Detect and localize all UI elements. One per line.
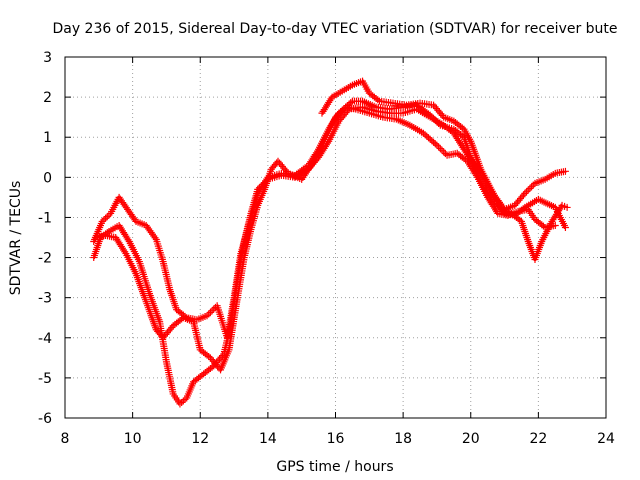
data-point bbox=[205, 310, 213, 318]
series-track-3 bbox=[91, 103, 559, 374]
data-point bbox=[100, 216, 108, 224]
y-tick-label: -2 bbox=[38, 251, 52, 267]
data-point bbox=[176, 400, 184, 408]
data-point bbox=[428, 113, 436, 121]
y-tick-label: -6 bbox=[38, 411, 52, 427]
data-point bbox=[206, 308, 214, 316]
data-point bbox=[181, 395, 189, 403]
data-point bbox=[561, 223, 569, 231]
data-point bbox=[430, 138, 438, 146]
data-point bbox=[333, 111, 341, 119]
data-point bbox=[424, 134, 432, 142]
data-point bbox=[338, 106, 346, 114]
x-tick-label: 22 bbox=[529, 431, 547, 447]
data-point bbox=[435, 120, 443, 128]
data-point bbox=[335, 110, 343, 118]
data-point bbox=[561, 167, 569, 175]
plot-frame bbox=[64, 56, 607, 419]
data-point bbox=[340, 105, 348, 113]
data-point bbox=[102, 214, 110, 222]
data-point bbox=[423, 132, 431, 140]
data-point bbox=[440, 148, 448, 156]
data-point bbox=[210, 305, 218, 313]
data-point bbox=[528, 183, 536, 191]
data-point bbox=[433, 141, 441, 149]
data-point bbox=[430, 115, 438, 123]
y-tick-label: 3 bbox=[43, 50, 52, 66]
y-tick-label: -4 bbox=[38, 331, 52, 347]
y-tick-label: 2 bbox=[43, 90, 52, 106]
data-point bbox=[526, 184, 534, 192]
data-point bbox=[208, 307, 216, 315]
chart-title: Day 236 of 2015, Sidereal Day-to-day VTE… bbox=[52, 21, 617, 37]
x-tick-label: 14 bbox=[259, 431, 277, 447]
data-point bbox=[421, 131, 429, 139]
data-point bbox=[178, 398, 186, 406]
data-point bbox=[433, 118, 441, 126]
data-point bbox=[374, 96, 382, 104]
data-point bbox=[168, 323, 176, 331]
data-point bbox=[438, 146, 446, 154]
data-point bbox=[428, 137, 436, 145]
x-tick-label: 10 bbox=[124, 431, 142, 447]
data-point bbox=[332, 113, 339, 121]
data-point bbox=[98, 217, 106, 225]
x-tick-label: 24 bbox=[597, 431, 615, 447]
data-point bbox=[205, 352, 213, 360]
x-tick-label: 18 bbox=[394, 431, 412, 447]
data-point bbox=[524, 186, 532, 194]
x-tick-label: 12 bbox=[191, 431, 209, 447]
data-point bbox=[431, 116, 439, 124]
data-point bbox=[426, 135, 434, 143]
y-tick-label: -5 bbox=[38, 371, 52, 387]
data-point bbox=[208, 363, 216, 371]
data-point bbox=[203, 312, 211, 320]
x-tick-label: 8 bbox=[61, 431, 70, 447]
data-point bbox=[435, 143, 443, 151]
data-point bbox=[103, 213, 111, 221]
data-point bbox=[441, 150, 449, 158]
data-point bbox=[436, 145, 444, 153]
y-tick-label: -1 bbox=[38, 210, 52, 226]
data-point bbox=[529, 181, 537, 189]
y-tick-label: -3 bbox=[38, 291, 52, 307]
data-point bbox=[337, 108, 345, 116]
data-point bbox=[563, 203, 571, 211]
series-track-4 bbox=[318, 77, 571, 264]
data-point bbox=[519, 191, 527, 199]
x-tick-label: 20 bbox=[462, 431, 480, 447]
series-track-2 bbox=[90, 97, 569, 342]
data-point bbox=[426, 111, 434, 119]
x-tick-label: 16 bbox=[327, 431, 345, 447]
data-point bbox=[345, 100, 353, 108]
x-axis-label: GPS time / hours bbox=[276, 459, 393, 475]
y-axis-label: SDTVAR / TECUs bbox=[8, 181, 24, 296]
data-point bbox=[419, 129, 427, 137]
data-point bbox=[521, 189, 529, 197]
data-point bbox=[523, 188, 531, 196]
data-point bbox=[179, 397, 187, 405]
y-tick-label: 0 bbox=[43, 170, 52, 186]
data-point bbox=[347, 99, 355, 107]
data-point bbox=[105, 211, 113, 219]
y-tick-label: 1 bbox=[43, 130, 52, 146]
data-point bbox=[431, 140, 439, 148]
data-points bbox=[90, 77, 571, 408]
